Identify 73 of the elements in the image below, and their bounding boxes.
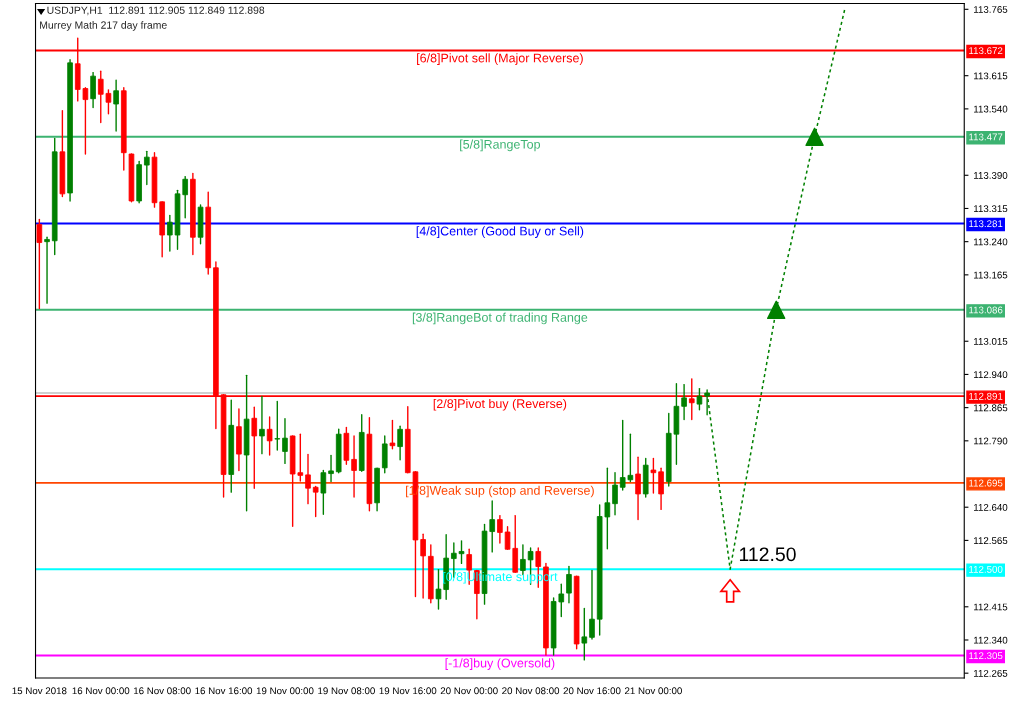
y2-tick-label: 112.695 bbox=[969, 479, 1003, 487]
candlestick bbox=[381, 435, 388, 474]
candlestick bbox=[681, 383, 687, 421]
x-tick-label: 20 Nov 08:00 bbox=[502, 687, 560, 695]
candlestick bbox=[581, 607, 588, 661]
annotation: 112.50 bbox=[739, 547, 796, 562]
y-tick-label: 112.415 bbox=[974, 603, 1008, 611]
candlestick bbox=[389, 419, 396, 450]
candlestick bbox=[696, 387, 703, 411]
y-tick-label: 113.615 bbox=[974, 72, 1008, 80]
candlestick bbox=[251, 406, 258, 489]
candlestick bbox=[274, 400, 281, 451]
candlestick bbox=[397, 425, 403, 461]
y-tick-label: 112.940 bbox=[974, 371, 1008, 379]
y-tick-label: 112.565 bbox=[974, 537, 1008, 545]
candlestick bbox=[328, 454, 334, 483]
ref-line-label: [6/8]Pivot sell (Major Reverse) bbox=[417, 53, 583, 65]
x-tick-label: 20 Nov 16:00 bbox=[563, 687, 621, 695]
candlestick bbox=[312, 485, 319, 518]
ref-line-label: [4/8]Center (Good Buy or Sell) bbox=[416, 226, 584, 238]
candlestick bbox=[497, 514, 503, 544]
ref-line-label: [-1/8]buy (Oversold) bbox=[445, 658, 555, 670]
ref-line-label: [2/8]Pivot buy (Reverse) bbox=[433, 398, 567, 411]
x-tick-label: 19 Nov 00:00 bbox=[256, 687, 314, 695]
x-tick-label: 16 Nov 16:00 bbox=[195, 687, 253, 695]
text: Murrey Math 217 day frame bbox=[40, 21, 167, 31]
y2-tick-label: 112.891 bbox=[969, 392, 1003, 400]
candlestick bbox=[36, 218, 43, 310]
x-tick-label: 19 Nov 16:00 bbox=[379, 687, 437, 695]
y-tick-label: 112.865 bbox=[974, 404, 1008, 412]
x-tick-label: 21 Nov 00:00 bbox=[624, 687, 682, 695]
candlestick bbox=[658, 467, 664, 511]
candlestick bbox=[320, 469, 327, 515]
x-tick-label: 20 Nov 00:00 bbox=[440, 687, 498, 695]
candlestick bbox=[305, 453, 311, 505]
x-tick-label: 16 Nov 08:00 bbox=[134, 687, 191, 695]
candlestick bbox=[44, 236, 50, 304]
y-tick-label: 113.165 bbox=[974, 271, 1008, 279]
candlestick bbox=[259, 395, 265, 455]
y2-tick-label: 113.477 bbox=[969, 133, 1003, 141]
y-tick-label: 112.790 bbox=[974, 437, 1008, 445]
y2-tick-label: 112.305 bbox=[969, 652, 1003, 660]
y-tick-label: 113.390 bbox=[974, 172, 1008, 179]
y2-tick-label: 113.086 bbox=[969, 306, 1003, 314]
y-tick-label: 113.315 bbox=[974, 205, 1008, 213]
y2-tick-label: 113.672 bbox=[969, 47, 1003, 55]
x-tick-label: 16 Nov 00:00 bbox=[72, 687, 130, 695]
x-tick-label: 15 Nov 2018 bbox=[12, 687, 67, 695]
candlestick bbox=[635, 456, 641, 521]
candlestick bbox=[282, 418, 288, 465]
candlestick bbox=[351, 435, 357, 498]
y-tick-label: 113.540 bbox=[974, 105, 1008, 113]
y-tick-label: 112.640 bbox=[974, 503, 1008, 511]
candlestick bbox=[589, 569, 595, 640]
x-tick-label: 19 Nov 08:00 bbox=[318, 687, 375, 695]
candlestick bbox=[144, 150, 150, 186]
candlestick bbox=[650, 457, 657, 494]
candlestick bbox=[612, 471, 618, 516]
y-tick-label: 112.340 bbox=[974, 636, 1008, 644]
y-tick-label: 113.015 bbox=[974, 337, 1008, 345]
candlestick bbox=[90, 71, 96, 109]
candlestick bbox=[266, 416, 273, 456]
ref-line-label: [5/8]RangeTop bbox=[460, 139, 541, 152]
candlestick bbox=[566, 565, 572, 604]
y2-tick-label: 112.500 bbox=[969, 565, 1003, 573]
chart-title: USDJPY,H1 112.891 112.905 112.849 112.898 bbox=[47, 6, 265, 16]
ref-line-label: [3/8]RangeBot of trading Range bbox=[412, 312, 588, 325]
y-tick-label: 112.265 bbox=[974, 669, 1008, 677]
y2-tick-label: 113.281 bbox=[969, 220, 1003, 228]
y-tick-label: 113.240 bbox=[974, 238, 1008, 246]
y-tick-label: 113.765 bbox=[974, 6, 1008, 13]
candlestick bbox=[113, 79, 119, 132]
candlestick bbox=[420, 533, 426, 599]
